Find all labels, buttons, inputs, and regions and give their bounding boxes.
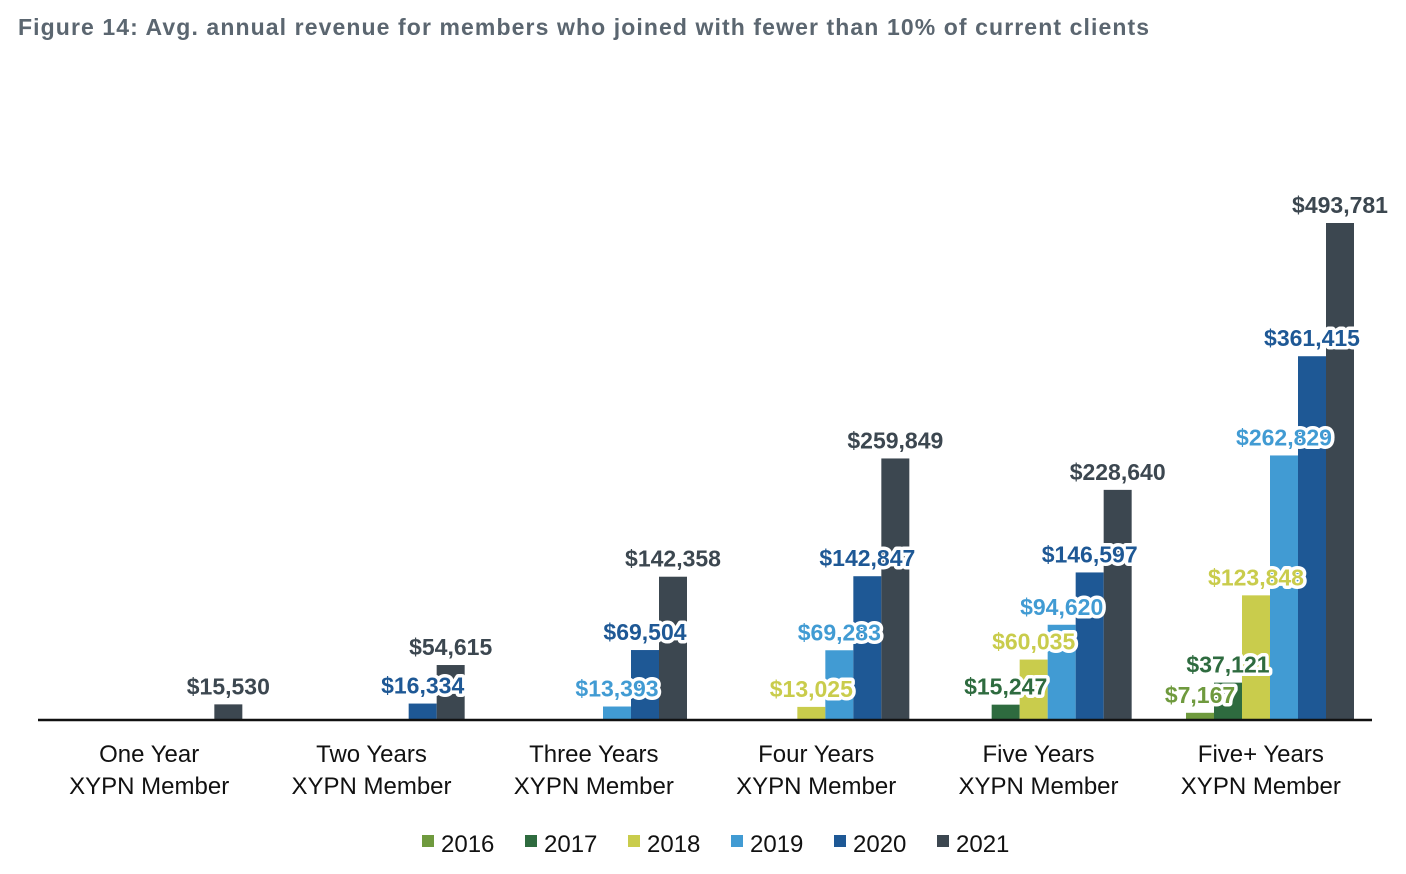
- legend: 2016 2017 2018 2019 2020 2021: [422, 831, 1009, 858]
- bar-2019-cat5: [1270, 455, 1298, 720]
- data-label-2021-cat5: $493,781: [1292, 192, 1388, 218]
- legend-swatch-2018: [628, 835, 640, 847]
- bar-2016-cat5: [1186, 712, 1214, 720]
- bar-2020-cat5: [1298, 356, 1326, 720]
- category-label-1-line1: XYPN Member: [291, 773, 451, 800]
- data-label-2021-cat0: $15,530: [187, 673, 270, 699]
- data-label-2020-cat1: $16,334: [381, 673, 464, 699]
- data-label-2021-cat2: $142,358: [625, 546, 721, 572]
- bar-2020-cat3: [853, 576, 882, 720]
- category-label-1-line0: Two Years: [316, 741, 427, 768]
- category-label-5-line1: XYPN Member: [1181, 773, 1341, 800]
- legend-swatch-2020: [834, 835, 846, 847]
- legend-swatch-2019: [731, 835, 743, 847]
- data-label-2019-cat3: $69,283: [798, 619, 881, 645]
- bar-2018-cat3: [797, 706, 826, 720]
- bar-2017-cat5: [1214, 682, 1242, 720]
- data-label-2018-cat5: $123,848: [1208, 564, 1304, 590]
- data-label-2020-cat5: $361,415: [1264, 325, 1360, 351]
- category-label-0-line1: XYPN Member: [69, 773, 229, 800]
- data-label-2020-cat2: $69,504: [603, 619, 686, 645]
- category-label-4-line0: Five Years: [982, 741, 1094, 768]
- data-label-2021-cat4: $228,640: [1070, 459, 1166, 485]
- bar-2021-cat0: [214, 704, 243, 720]
- legend-label-2017: 2017: [544, 831, 597, 858]
- legend-swatch-2021: [937, 835, 949, 847]
- bar-2021-cat4: [1103, 489, 1132, 720]
- legend-swatch-2017: [525, 835, 537, 847]
- data-label-2019-cat5: $262,829: [1236, 424, 1332, 450]
- legend-label-2019: 2019: [750, 831, 803, 858]
- data-label-2020-cat4: $146,597: [1042, 541, 1138, 567]
- data-label-2017-cat5: $37,121: [1186, 652, 1269, 678]
- data-label-2018-cat3: $13,025: [770, 676, 853, 702]
- bars-layer: [214, 223, 1354, 720]
- data-label-2019-cat2: $13,393: [575, 676, 658, 702]
- category-labels-layer: One Year XYPN Member Two Years XYPN Member T…: [69, 741, 1341, 800]
- bar-2021-cat5: [1326, 223, 1354, 720]
- bar-2020-cat4: [1075, 572, 1104, 720]
- bar-2020-cat1: [408, 703, 437, 720]
- bar-2017-cat4: [991, 704, 1020, 720]
- category-label-2-line0: Three Years: [529, 741, 658, 768]
- data-labels-layer: $15,530 $16,334 $54,615 $13,393 $69,504 $142,…: [183, 189, 1391, 712]
- bar-2018-cat5: [1242, 595, 1270, 720]
- bar-2020-cat2: [631, 650, 659, 720]
- category-label-2-line1: XYPN Member: [514, 773, 674, 800]
- bar-2019-cat2: [603, 706, 631, 720]
- category-label-3-line0: Four Years: [758, 741, 874, 768]
- data-label-2016-cat5: $7,167: [1165, 682, 1235, 708]
- category-label-4-line1: XYPN Member: [958, 773, 1118, 800]
- legend-swatch-2016: [422, 835, 434, 847]
- data-label-2020-cat3: $142,847: [819, 545, 915, 571]
- category-label-5-line0: Five+ Years: [1198, 741, 1324, 768]
- category-label-0-line0: One Year: [99, 741, 199, 768]
- bar-2019-cat3: [825, 650, 854, 720]
- bar-2018-cat4: [1019, 659, 1048, 720]
- data-label-2017-cat4: $15,247: [964, 674, 1047, 700]
- data-label-2021-cat1: $54,615: [409, 634, 492, 660]
- data-label-2021-cat3: $259,849: [847, 427, 943, 453]
- bar-2021-cat1: [436, 665, 465, 720]
- legend-label-2021: 2021: [956, 831, 1009, 858]
- bar-2019-cat4: [1047, 624, 1076, 720]
- legend-label-2018: 2018: [647, 831, 700, 858]
- chart-title: Figure 14: Avg. annual revenue for membe…: [18, 14, 1151, 40]
- category-label-3-line1: XYPN Member: [736, 773, 896, 800]
- legend-label-2016: 2016: [441, 831, 494, 858]
- data-label-2018-cat4: $60,035: [992, 629, 1075, 655]
- bar-2021-cat2: [659, 576, 687, 720]
- legend-label-2020: 2020: [853, 831, 906, 858]
- data-label-2019-cat4: $94,620: [1020, 594, 1103, 620]
- bar-2021-cat3: [881, 458, 910, 720]
